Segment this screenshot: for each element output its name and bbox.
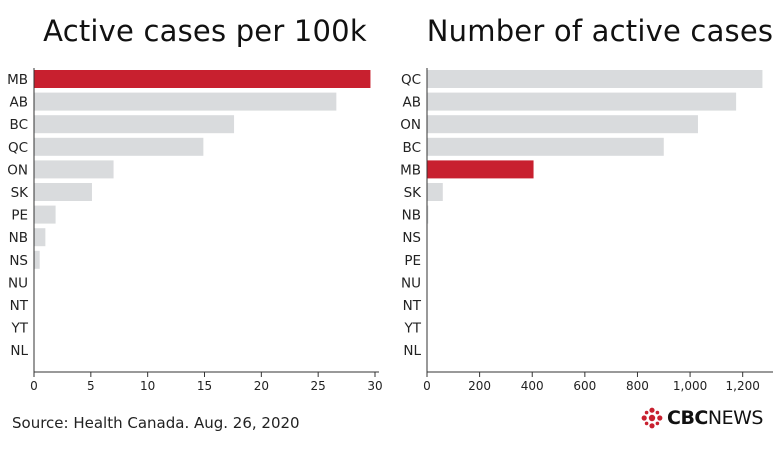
bar-left-pe: [34, 205, 56, 224]
category-label-left-mb: MB: [7, 72, 28, 88]
category-label-right-mb: MB: [400, 162, 421, 178]
category-label-left-ns: NS: [9, 253, 28, 269]
x-tick-label-left-4: 20: [254, 379, 269, 393]
category-label-left-qc: QC: [8, 140, 28, 156]
bar-right-qc: [427, 70, 763, 88]
category-label-left-pe: PE: [11, 208, 28, 224]
category-label-left-sk: SK: [11, 185, 30, 201]
x-tick-label-left-2: 10: [140, 379, 155, 393]
logo-wordmark: CBCNEWS: [667, 407, 763, 429]
category-label-right-sk: SK: [404, 185, 423, 201]
chart-title-active-per-100k: Active cases per 100k: [43, 14, 367, 48]
bar-left-ab: [34, 92, 337, 111]
category-label-right-nu: NU: [401, 275, 421, 291]
bar-right-mb: [427, 160, 534, 179]
category-label-left-nl: NL: [10, 343, 28, 359]
bar-right-ab: [427, 92, 737, 111]
source-note: Source: Health Canada. Aug. 26, 2020: [12, 414, 300, 432]
bar-left-sk: [34, 183, 92, 201]
category-label-right-ns: NS: [402, 230, 421, 246]
x-tick-label-right-0: 0: [423, 379, 431, 393]
category-label-right-qc: QC: [401, 72, 421, 88]
category-label-left-nu: NU: [8, 275, 28, 291]
category-label-right-nl: NL: [403, 343, 421, 359]
x-tick-label-right-1: 200: [468, 379, 491, 393]
logo-suffix: NEWS: [707, 407, 764, 429]
x-tick-label-right-2: 400: [521, 379, 544, 393]
bar-right-nb: [427, 205, 429, 224]
logo-brand: CBC: [667, 407, 708, 429]
category-label-left-nb: NB: [9, 230, 28, 246]
x-tick-label-right-6: 1,200: [726, 379, 760, 393]
bar-right-sk: [427, 183, 443, 201]
category-label-left-ab: AB: [10, 95, 29, 111]
bar-left-nb: [34, 228, 46, 247]
category-label-right-yt: YT: [404, 321, 422, 337]
bar-left-bc: [34, 115, 235, 134]
category-label-right-bc: BC: [403, 140, 421, 156]
bar-left-qc: [34, 137, 204, 156]
chart-title-active-cases: Number of active cases: [426, 14, 774, 48]
x-tick-label-left-0: 0: [30, 379, 38, 393]
category-label-left-bc: BC: [10, 117, 28, 133]
x-tick-label-left-1: 5: [87, 379, 95, 393]
x-tick-label-left-6: 30: [367, 379, 382, 393]
category-label-left-nt: NT: [10, 298, 29, 314]
cbc-gem-icon: [641, 407, 663, 429]
category-label-right-nt: NT: [403, 298, 422, 314]
x-tick-label-left-5: 25: [311, 379, 326, 393]
bar-left-mb: [34, 70, 371, 88]
bar-right-on: [427, 115, 698, 134]
category-label-right-pe: PE: [404, 253, 421, 269]
bar-right-bc: [427, 137, 664, 156]
x-tick-label-right-4: 800: [626, 379, 649, 393]
cbc-news-logo: CBCNEWS: [641, 407, 763, 429]
x-tick-label-right-3: 600: [573, 379, 596, 393]
category-label-right-nb: NB: [402, 208, 421, 224]
bar-left-ns: [34, 250, 40, 269]
x-tick-label-left-3: 15: [197, 379, 212, 393]
bar-left-on: [34, 160, 114, 179]
category-label-left-yt: YT: [11, 321, 29, 337]
category-label-right-ab: AB: [403, 95, 422, 111]
x-tick-label-right-5: 1,000: [673, 379, 707, 393]
category-label-left-on: ON: [7, 162, 28, 178]
category-label-right-on: ON: [400, 117, 421, 133]
